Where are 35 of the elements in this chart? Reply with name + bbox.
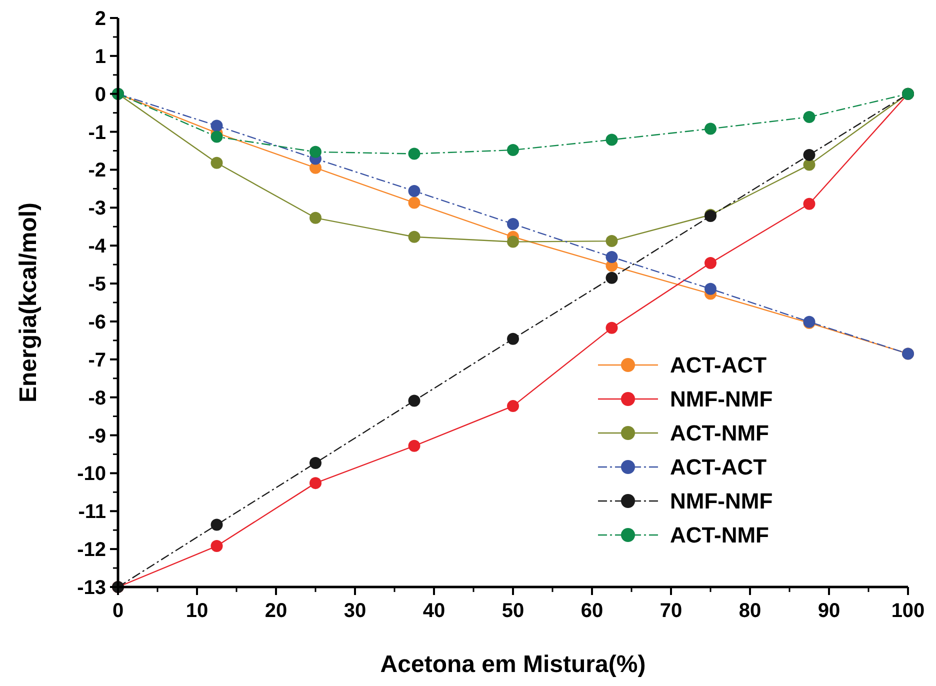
x-tick-label: 0	[112, 600, 124, 622]
legend-label: ACT-ACT	[670, 454, 768, 480]
legend-label: ACT-ACT	[670, 352, 768, 378]
y-tick-label: -7	[88, 349, 106, 372]
y-tick-label: 0	[94, 84, 106, 106]
y-tick-label: -12	[77, 539, 106, 562]
y-tick-label: -13	[77, 577, 106, 599]
x-tick-label: 30	[344, 600, 366, 622]
y-tick-label: 1	[94, 46, 106, 68]
y-axis-title: Energia(kcal/mol)	[15, 202, 42, 403]
legend-label: NMF-NMF	[670, 386, 773, 412]
x-tick-label: 60	[580, 600, 604, 622]
y-tick-label: -9	[88, 425, 106, 448]
y-tick-label: -2	[88, 160, 106, 182]
y-tick-label: -8	[88, 387, 106, 410]
x-tick-label: 70	[660, 600, 682, 622]
legend-label: ACT-NMF	[670, 420, 769, 446]
y-tick-label: -10	[77, 463, 106, 486]
x-tick-label: 100	[891, 600, 925, 622]
legend-label: ACT-NMF	[670, 522, 769, 548]
y-tick-label: -1	[88, 122, 106, 144]
y-tick-label: -4	[88, 236, 107, 258]
x-tick-label: 80	[738, 600, 762, 622]
y-tick-label: -3	[88, 198, 106, 220]
x-tick-label: 10	[186, 600, 208, 622]
x-tick-label: 40	[422, 600, 446, 622]
x-axis-title: Acetona em Mistura(%)	[380, 651, 646, 678]
x-tick-label: 20	[264, 600, 288, 622]
y-tick-label: -5	[88, 274, 106, 296]
legend-label: NMF-NMF	[670, 488, 773, 514]
x-tick-label: 50	[502, 600, 524, 622]
x-tick-label: 90	[818, 600, 840, 622]
y-tick-label: -11	[78, 501, 106, 524]
y-tick-label: -6	[88, 311, 106, 334]
y-tick-label: 2	[94, 8, 106, 30]
